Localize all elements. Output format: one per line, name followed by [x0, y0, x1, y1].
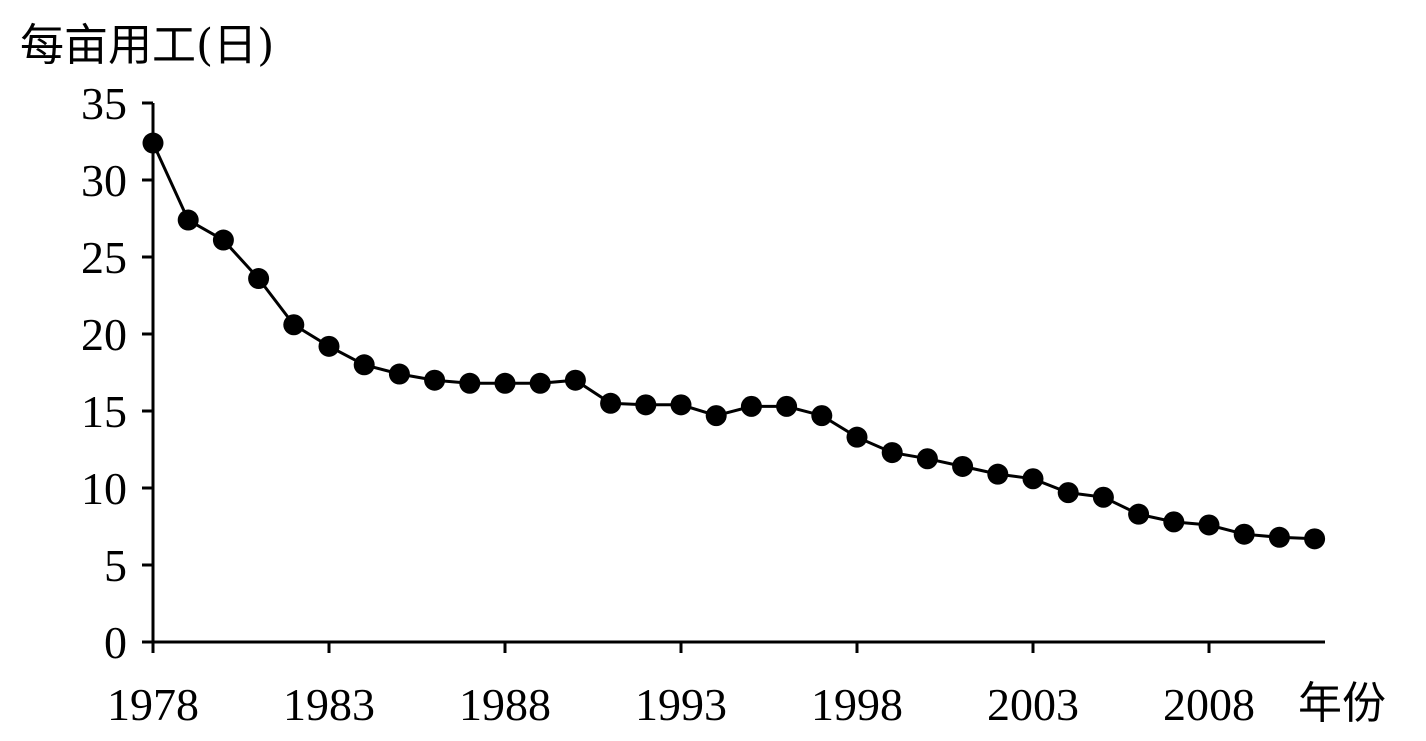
data-point	[635, 394, 657, 416]
x-tick-label: 2008	[1163, 679, 1255, 730]
data-point	[1022, 468, 1044, 490]
data-point	[1233, 523, 1255, 545]
data-point	[1198, 514, 1220, 536]
y-tick-label: 20	[81, 309, 127, 360]
y-tick-label: 25	[81, 232, 127, 283]
data-point	[952, 455, 974, 477]
y-tick-label: 10	[81, 463, 127, 514]
x-tick-label: 1993	[635, 679, 727, 730]
data-point	[529, 372, 551, 394]
data-point	[248, 268, 270, 290]
data-point	[1304, 528, 1326, 550]
y-axis-label: 每亩用工(日)	[20, 20, 274, 71]
data-point	[1268, 526, 1290, 548]
data-points	[142, 132, 1326, 550]
y-tick-label: 5	[104, 540, 127, 591]
data-point	[459, 372, 481, 394]
data-point	[142, 132, 164, 154]
data-point	[705, 405, 727, 427]
data-point	[916, 448, 938, 470]
y-tick-label: 0	[104, 617, 127, 668]
data-point	[212, 229, 234, 251]
x-tick-label: 1998	[811, 679, 903, 730]
data-point	[564, 369, 586, 391]
data-point	[494, 372, 516, 394]
x-tick-label: 2003	[987, 679, 1079, 730]
y-tick-label: 15	[81, 386, 127, 437]
data-point	[776, 395, 798, 417]
y-tick-label: 30	[81, 155, 127, 206]
data-point	[1128, 503, 1150, 525]
data-point	[881, 442, 903, 464]
data-point	[600, 392, 622, 414]
data-point	[670, 394, 692, 416]
data-point	[177, 209, 199, 231]
data-point	[811, 405, 833, 427]
data-point	[1092, 486, 1114, 508]
data-point	[740, 395, 762, 417]
data-point	[424, 369, 446, 391]
x-tick-label: 1988	[459, 679, 551, 730]
y-tick-label: 35	[81, 78, 127, 129]
x-tick-label: 1983	[283, 679, 375, 730]
data-point	[1057, 482, 1079, 504]
x-tick-label: 1978	[107, 679, 199, 730]
data-point	[846, 426, 868, 448]
data-point	[388, 363, 410, 385]
series-line	[151, 142, 1315, 541]
data-point	[353, 354, 375, 376]
x-axis-label: 年份	[1298, 678, 1386, 729]
data-point	[1163, 511, 1185, 533]
data-point	[987, 463, 1009, 485]
axes	[151, 103, 1325, 644]
x-ticks: 1978 1983 1988 1993 1998 2003 2008	[107, 642, 1255, 730]
data-point	[318, 335, 340, 357]
y-ticks: 0 5 10 15 20 25 30 35	[81, 78, 153, 668]
data-point	[283, 314, 305, 336]
